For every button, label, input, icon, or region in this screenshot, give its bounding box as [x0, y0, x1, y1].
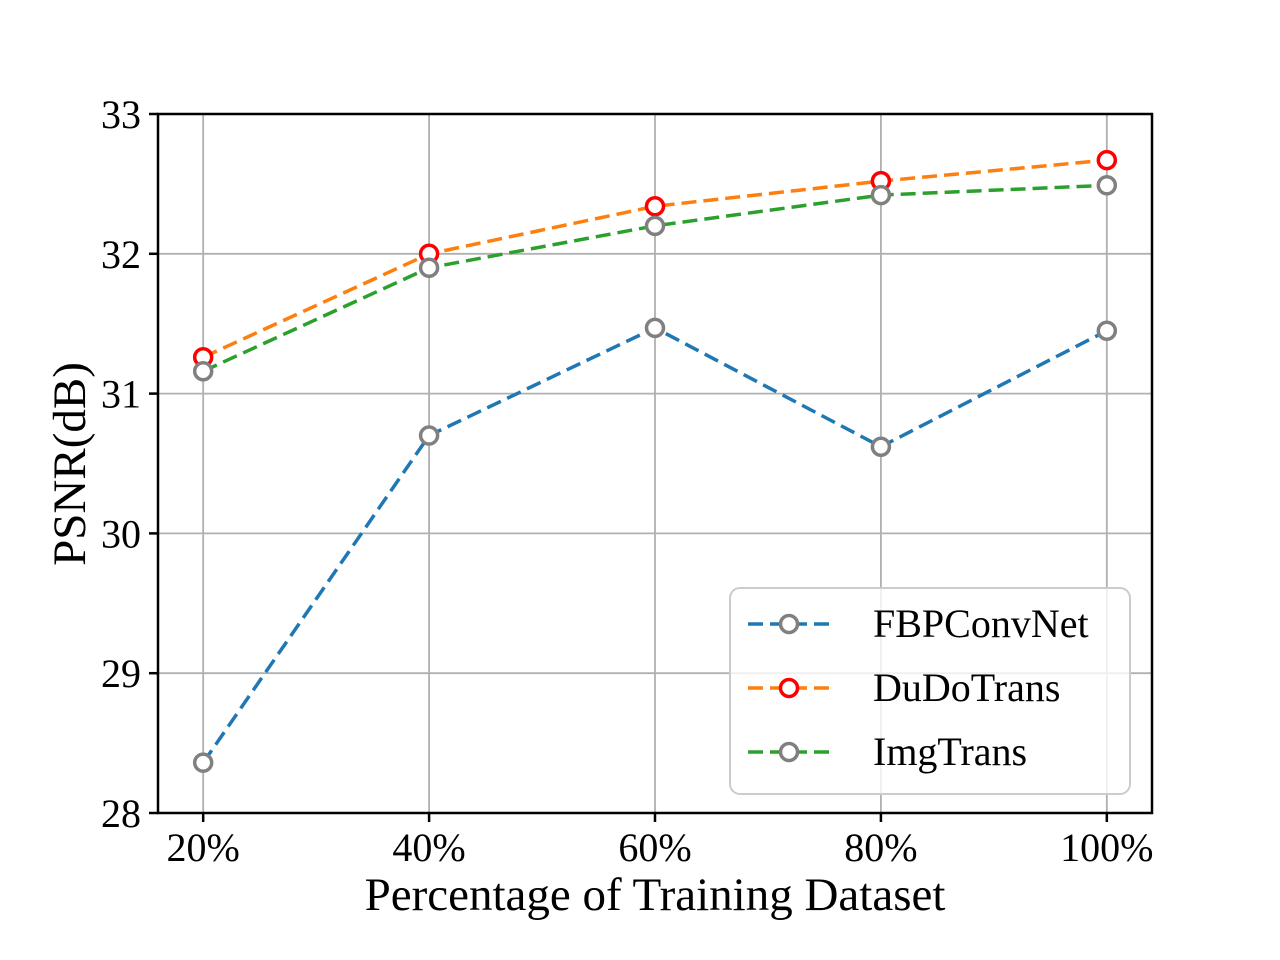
x-axis-label: Percentage of Training Dataset [365, 869, 946, 921]
y-tick-label: 28 [101, 791, 141, 836]
y-tick-label: 30 [101, 511, 141, 556]
data-point-marker-DuDoTrans [644, 196, 666, 217]
x-tick-label: 100% [1060, 825, 1153, 870]
data-point-marker-ImgTrans [644, 215, 666, 237]
data-point-marker-FBPConvNet [1096, 320, 1118, 341]
data-point-marker-FBPConvNet [192, 752, 214, 773]
y-tick-label: 32 [101, 232, 141, 277]
series-line-ImgTrans [202, 183, 1107, 373]
x-tick-label: 40% [392, 825, 465, 870]
x-tick-label: 20% [167, 825, 240, 870]
data-point-marker-FBPConvNet [418, 425, 440, 446]
data-point-marker-FBPConvNet [644, 317, 666, 339]
data-point-marker-DuDoTrans [1096, 149, 1118, 171]
data-point-marker-FBPConvNet [870, 436, 892, 457]
legend-label-FBPConvNet: FBPConvNet [873, 601, 1089, 646]
y-tick-label: 29 [101, 651, 141, 696]
legend-marker-DuDoTrans [778, 677, 800, 699]
data-point-marker-ImgTrans [418, 257, 440, 279]
data-point-marker-ImgTrans [870, 184, 892, 206]
legend-box [729, 587, 1131, 795]
legend-marker-ImgTrans [778, 741, 800, 763]
data-point-marker-ImgTrans [1096, 175, 1118, 196]
y-axis-label: PSNR(dB) [44, 362, 96, 566]
data-point-marker-ImgTrans [192, 360, 214, 382]
legend-marker-FBPConvNet [778, 613, 800, 635]
x-tick-label: 60% [618, 825, 691, 870]
y-tick-label: 31 [101, 372, 141, 417]
legend-label-ImgTrans: ImgTrans [873, 729, 1027, 774]
legend-label-DuDoTrans: DuDoTrans [873, 665, 1060, 710]
x-tick-label: 80% [844, 825, 917, 870]
series-line-DuDoTrans [202, 158, 1107, 359]
y-tick-label: 33 [101, 92, 141, 137]
